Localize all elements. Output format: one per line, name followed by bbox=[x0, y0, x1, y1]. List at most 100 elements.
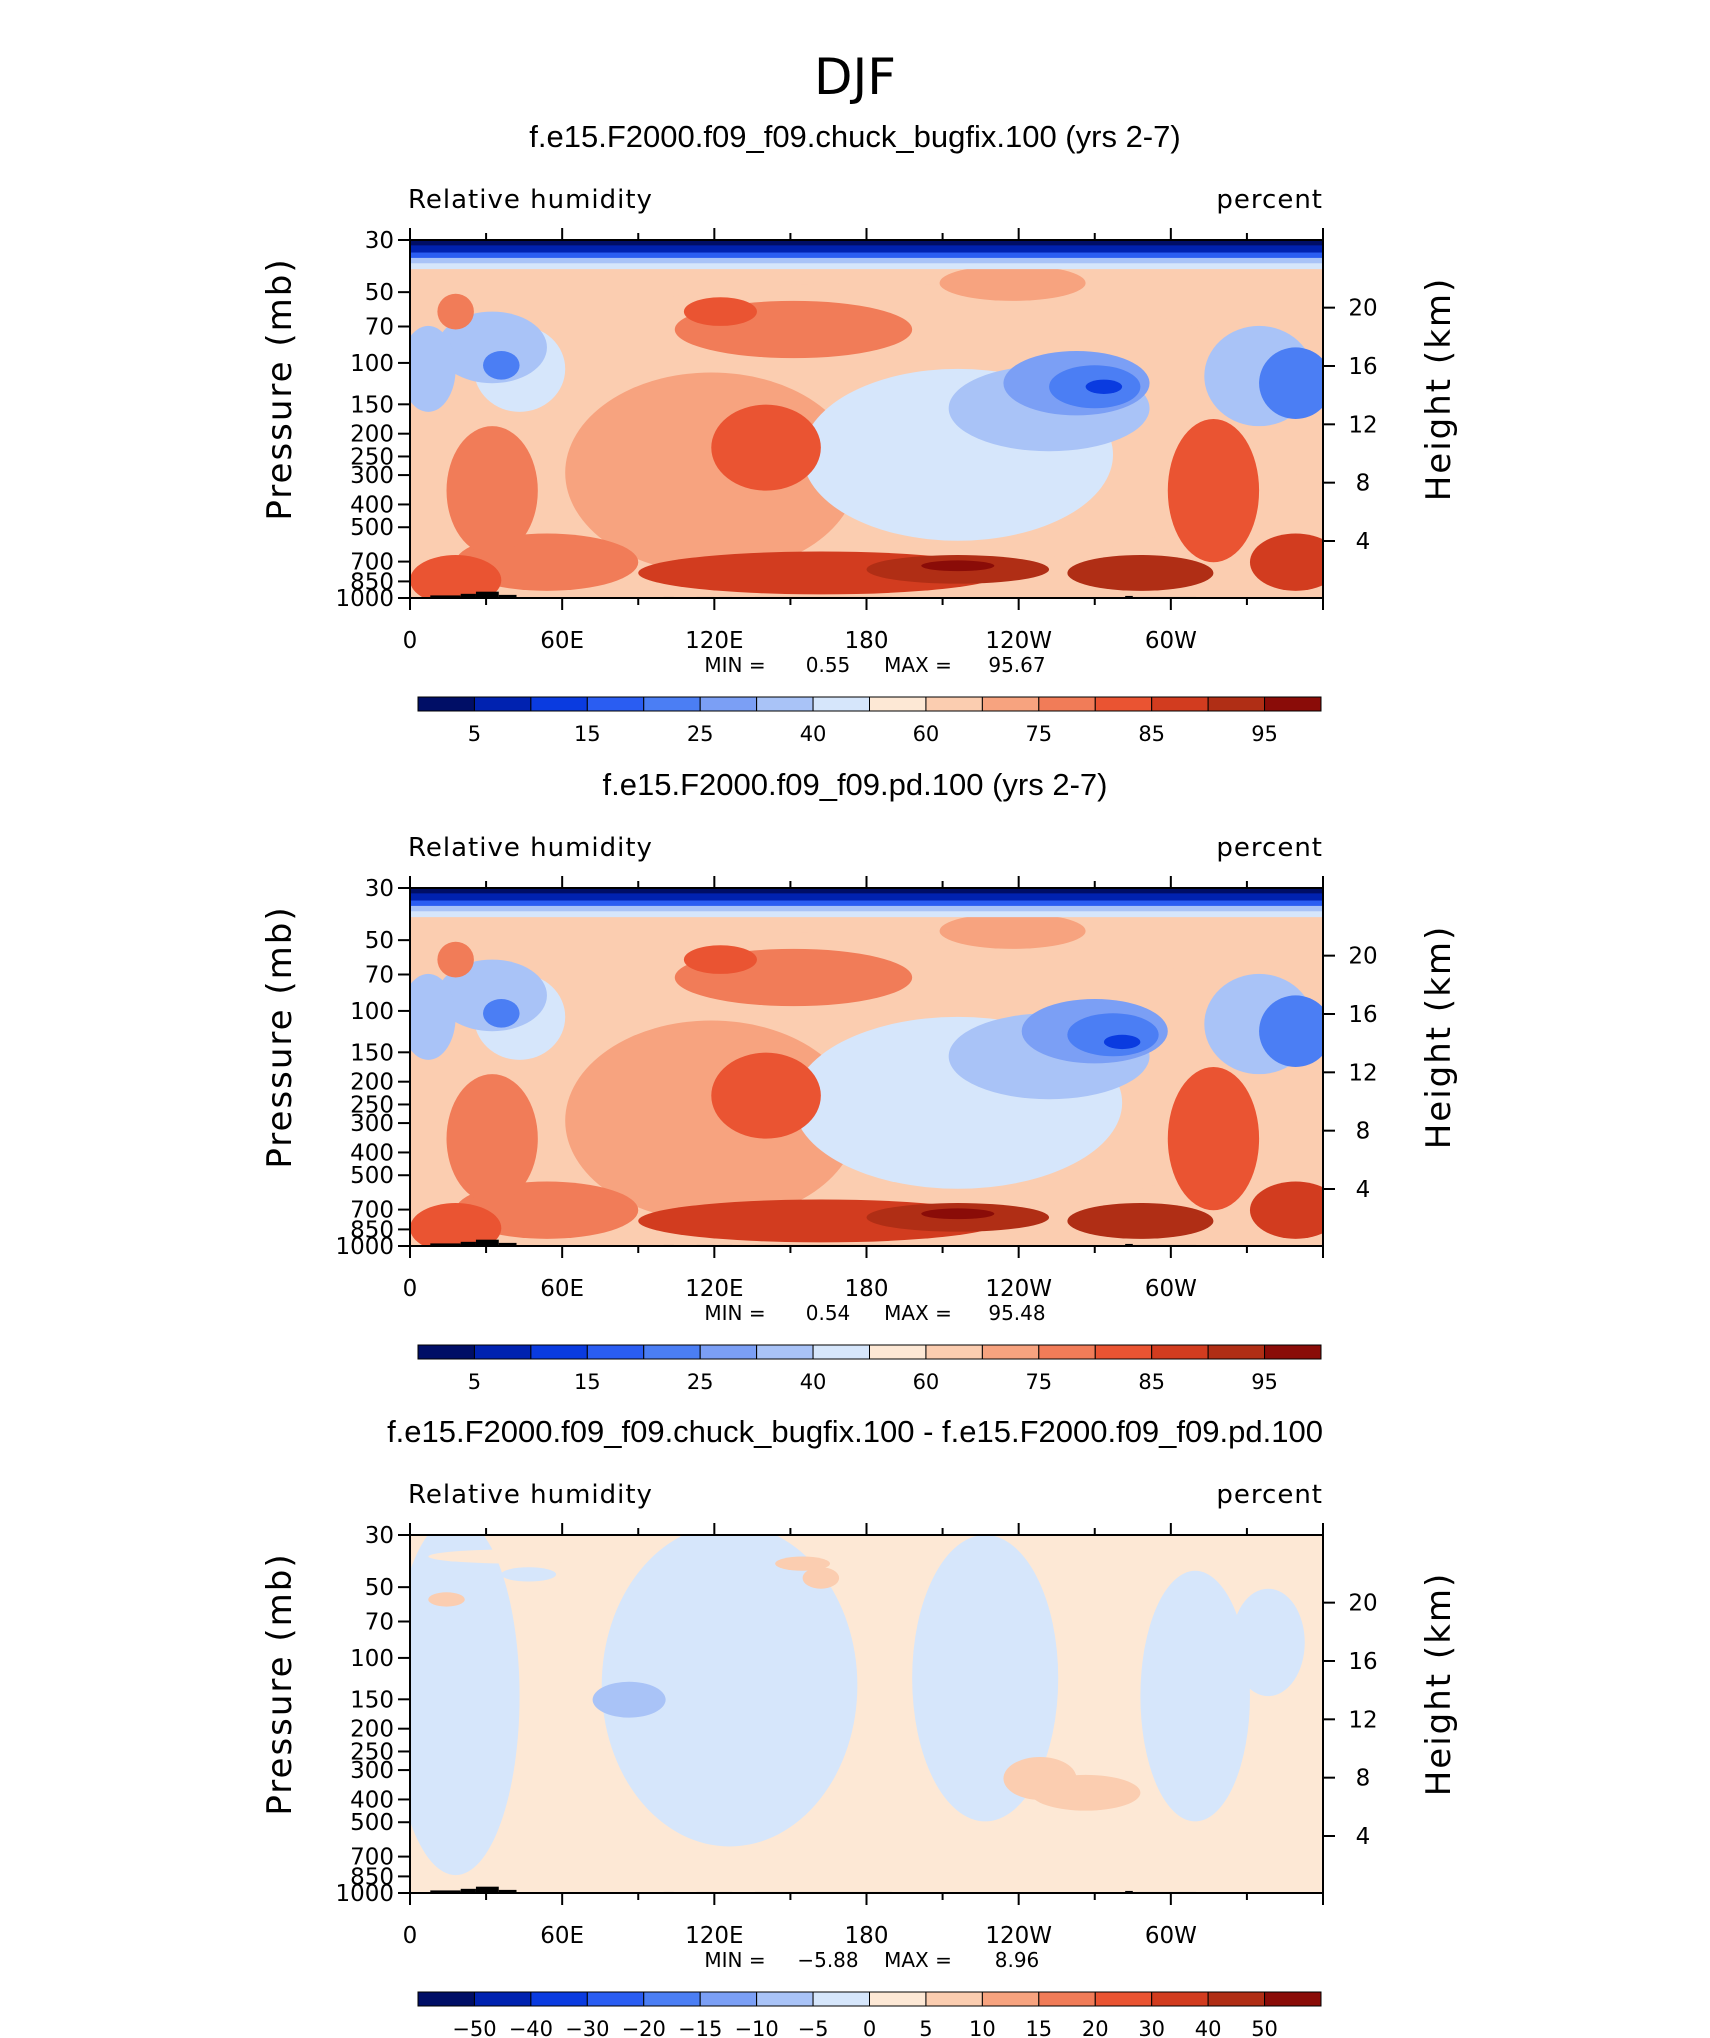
contour-region bbox=[428, 1549, 611, 1564]
contour-region bbox=[1231, 1588, 1305, 1697]
colorbar-label: 50 bbox=[1251, 2017, 1278, 2038]
y-tick-label: 850 bbox=[350, 1864, 394, 1890]
colorbar-label: 60 bbox=[913, 722, 940, 746]
x-tick-label: 60E bbox=[540, 1923, 584, 1949]
colorbar-label: 0 bbox=[863, 2017, 876, 2038]
contour-band bbox=[410, 245, 1323, 254]
colorbar-box bbox=[756, 1344, 814, 1360]
y-tick-label: 30 bbox=[365, 228, 394, 254]
y-tick-label: 500 bbox=[350, 1810, 394, 1836]
colorbar-label: 10 bbox=[969, 2017, 996, 2038]
contour-region bbox=[1067, 1013, 1159, 1057]
colorbar-label: −10 bbox=[734, 2017, 778, 2038]
colorbar-box bbox=[925, 1991, 983, 2007]
colorbar-box bbox=[699, 1991, 758, 2007]
topography bbox=[460, 1241, 476, 1246]
contour-band bbox=[410, 240, 1323, 246]
colorbar-box bbox=[699, 696, 758, 712]
colorbar-box bbox=[1207, 1991, 1266, 2007]
colorbar-box bbox=[981, 696, 1040, 712]
colorbar-box bbox=[1151, 696, 1209, 712]
y-tick-label: 300 bbox=[350, 463, 394, 489]
colorbar-label: 95 bbox=[1251, 722, 1278, 746]
topography bbox=[475, 1239, 499, 1246]
colorbar-box bbox=[1094, 1344, 1153, 1360]
contour-region bbox=[1167, 1067, 1260, 1211]
topography bbox=[475, 591, 499, 598]
contour-region bbox=[483, 350, 520, 380]
y-right-tick-label: 20 bbox=[1348, 944, 1377, 970]
colorbar-box bbox=[1207, 696, 1266, 712]
x-tick-label: 180 bbox=[845, 628, 889, 654]
colorbar-label: −50 bbox=[452, 2017, 496, 2038]
y-tick-label: 400 bbox=[350, 492, 394, 518]
colorbar-label: 20 bbox=[1082, 2017, 1109, 2038]
contour-region bbox=[1103, 1034, 1141, 1050]
contour-band bbox=[410, 905, 1323, 912]
y-tick-label: 150 bbox=[350, 392, 394, 418]
y-tick-label: 50 bbox=[365, 1575, 394, 1601]
contour-region bbox=[1167, 419, 1260, 563]
colorbar-box bbox=[473, 1991, 532, 2007]
contour-region bbox=[1085, 379, 1123, 394]
y-axis-label: Pressure (mb) bbox=[260, 1552, 300, 1815]
topography bbox=[430, 1890, 461, 1893]
y-tick-label: 150 bbox=[350, 1040, 394, 1066]
y-tick-label: 100 bbox=[350, 999, 394, 1025]
contour-region bbox=[410, 325, 456, 412]
y-tick-label: 850 bbox=[350, 569, 394, 595]
y-right-tick-label: 12 bbox=[1348, 1060, 1377, 1086]
contour-region bbox=[1249, 1181, 1323, 1239]
contour-region bbox=[1067, 555, 1214, 591]
y-tick-label: 1000 bbox=[335, 586, 394, 612]
topography bbox=[430, 595, 461, 598]
topography bbox=[460, 593, 476, 598]
colorbar-box bbox=[1207, 1344, 1266, 1360]
contour-region bbox=[1067, 1203, 1214, 1239]
y-tick-label: 300 bbox=[350, 1758, 394, 1784]
x-tick-label: 120E bbox=[685, 1276, 743, 1302]
y-tick-label: 100 bbox=[350, 1646, 394, 1672]
colorbar-label: 15 bbox=[574, 1370, 601, 1394]
y-tick-label: 30 bbox=[365, 876, 394, 902]
y-tick-label: 200 bbox=[350, 1717, 394, 1743]
colorbar-label: 25 bbox=[687, 722, 714, 746]
colorbar-label: −20 bbox=[622, 2017, 666, 2038]
stat-min-label: MIN = bbox=[704, 653, 765, 677]
colorbar-box bbox=[812, 1344, 870, 1360]
x-tick-label: 120E bbox=[685, 1923, 743, 1949]
colorbar-box bbox=[1038, 696, 1096, 712]
y-tick-label: 50 bbox=[365, 280, 394, 306]
x-tick-label: 180 bbox=[845, 1276, 889, 1302]
contour-band bbox=[410, 888, 1323, 894]
y-tick-label: 850 bbox=[350, 1217, 394, 1243]
colorbar-box bbox=[1264, 1991, 1322, 2007]
stat-max-value: 95.67 bbox=[988, 653, 1045, 677]
stat-min-value: 0.54 bbox=[806, 1301, 851, 1325]
colorbar-box bbox=[417, 696, 475, 712]
colorbar-label: −30 bbox=[565, 2017, 609, 2038]
topography bbox=[498, 1242, 517, 1246]
colorbar-box bbox=[756, 1991, 814, 2007]
y-right-tick-label: 20 bbox=[1348, 1591, 1377, 1617]
colorbar-box bbox=[981, 1991, 1040, 2007]
colorbar-box bbox=[925, 696, 983, 712]
contour-region bbox=[1259, 995, 1323, 1067]
chart-panel-2: f.e15.F2000.f09_f09.pd.100 (yrs 2-7) Rela… bbox=[260, 767, 1459, 1394]
y-tick-label: 250 bbox=[350, 444, 394, 470]
colorbar-box bbox=[530, 696, 588, 712]
contour-region bbox=[939, 265, 1086, 301]
contour-region bbox=[683, 297, 757, 326]
colorbar-label: −15 bbox=[678, 2017, 722, 2038]
x-tick-label: 0 bbox=[403, 628, 418, 654]
y-tick-label: 400 bbox=[350, 1140, 394, 1166]
colorbar-box bbox=[1038, 1344, 1096, 1360]
stat-max-value: 8.96 bbox=[995, 1948, 1040, 1972]
colorbar-label: 5 bbox=[919, 2017, 932, 2038]
y-right-tick-label: 4 bbox=[1356, 529, 1371, 555]
y-right-tick-label: 12 bbox=[1348, 412, 1377, 438]
contour-region bbox=[410, 1535, 520, 1876]
contour-region bbox=[601, 1535, 858, 1847]
x-tick-label: 0 bbox=[403, 1923, 418, 1949]
